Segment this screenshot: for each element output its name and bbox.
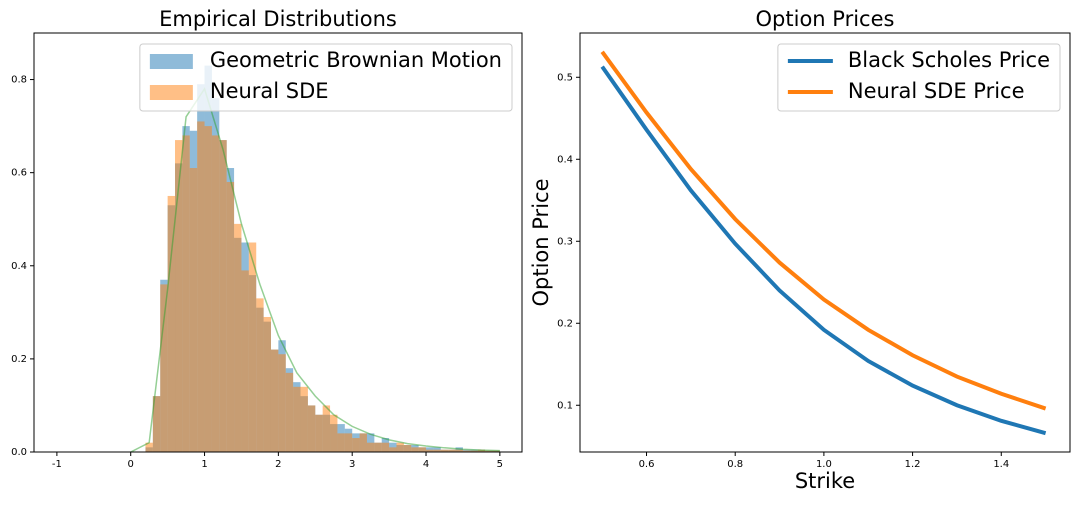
- x-tick-label: 1: [201, 459, 207, 470]
- y-tick-label: 0.3: [557, 236, 573, 247]
- plot-area: -1 0 1 2 3 4 5 0.0 0.2 0.4 0.6 0.8 Empirical Distrib…: [11, 7, 523, 470]
- histogram-bar: [167, 195, 176, 452]
- y-tick-label: 0.2: [557, 318, 573, 329]
- histogram-bar: [418, 447, 427, 452]
- legend-label: Neural SDE Price: [848, 79, 1025, 103]
- x-tick-label: 1.0: [816, 459, 832, 470]
- histogram-bar: [204, 126, 212, 452]
- histogram-bar: [182, 135, 190, 452]
- histogram-bar: [234, 223, 242, 452]
- x-tick-label: 0: [128, 459, 134, 470]
- histogram-bar: [337, 433, 345, 452]
- x-tick-label: -1: [52, 459, 62, 470]
- marks: [600, 50, 1047, 436]
- plot-area: 0.6 0.8 1.0 1.2 1.4 0.1 0.2 0.3 0.4 0.5 Option Pri…: [529, 7, 1071, 493]
- histogram-bar: [315, 414, 323, 452]
- histogram-bar: [330, 414, 338, 452]
- histogram-bar: [263, 316, 271, 452]
- chart-title: Option Prices: [756, 7, 895, 31]
- histogram-bar: [175, 140, 183, 452]
- line: [600, 65, 1047, 436]
- x-tick-label: 3: [349, 459, 355, 470]
- y-tick-label: 0.5: [557, 72, 573, 83]
- x-tick-label: 0.6: [639, 459, 655, 470]
- histogram-bar: [396, 442, 404, 452]
- histogram-bar: [152, 396, 161, 452]
- histogram-bar: [248, 242, 257, 452]
- x-tick-label: 5: [497, 459, 503, 470]
- histogram-bar: [352, 438, 360, 452]
- histogram-bar: [160, 284, 168, 452]
- y-axis-label: Option Price: [529, 179, 553, 307]
- legend: Geometric Brownian Motion Neural SDE: [139, 43, 513, 112]
- x-tick-label: 1.4: [993, 459, 1009, 470]
- histogram-bar: [448, 449, 456, 452]
- histogram-bar: [307, 405, 316, 452]
- axes-frame: [579, 32, 1071, 453]
- histogram-bar: [389, 447, 397, 452]
- y-tick-label: 0.6: [11, 168, 27, 179]
- histogram-bar: [411, 447, 419, 452]
- x-axis-label: Strike: [795, 469, 855, 493]
- histogram-bar: [485, 450, 493, 452]
- legend: Black Scholes Price Neural SDE Price: [777, 43, 1061, 112]
- histogram-bar: [211, 135, 220, 452]
- histogram-bar: [455, 449, 463, 452]
- histogram-bar: [359, 433, 367, 452]
- histogram-bar: [403, 445, 412, 452]
- histogram-bar: [440, 449, 449, 452]
- histogram-bar: [433, 449, 441, 452]
- histogram-bar: [374, 442, 382, 452]
- y-tick-label: 0.0: [11, 447, 27, 458]
- histogram-bar: [426, 449, 434, 452]
- legend-label: Geometric Brownian Motion: [210, 48, 502, 72]
- chart-title: Empirical Distributions: [159, 7, 397, 31]
- histogram-bar: [270, 349, 279, 452]
- histogram-bar: [241, 270, 249, 452]
- histogram-bar: [226, 181, 235, 452]
- histogram-bar: [492, 450, 500, 452]
- histogram-bar: [278, 354, 286, 452]
- histogram-bar: [219, 140, 227, 452]
- histogram-bar: [344, 433, 353, 452]
- histogram-bar: [285, 372, 294, 452]
- histogram-bar: [462, 450, 471, 452]
- y-tick-label: 0.8: [11, 75, 27, 86]
- histogram-bar: [145, 442, 153, 452]
- x-tick-label: 2: [275, 459, 281, 470]
- line: [600, 50, 1047, 411]
- histogram-bar: [293, 386, 301, 452]
- legend-box: [777, 43, 1061, 112]
- histogram-bar: [197, 121, 205, 452]
- y-tick-label: 0.1: [557, 400, 573, 411]
- x-tick-label: 1.2: [905, 459, 921, 470]
- histogram-bar: [366, 442, 375, 452]
- legend-label: Neural SDE: [210, 79, 329, 103]
- legend-box: [139, 43, 513, 112]
- y-tick-label: 0.4: [11, 261, 27, 272]
- histogram-bar: [256, 298, 264, 452]
- histogram-bar: [381, 442, 390, 452]
- marks: [130, 65, 500, 452]
- y-tick-label: 0.2: [11, 354, 27, 365]
- histogram-bar: [300, 386, 308, 452]
- x-tick-label: 0.8: [727, 459, 743, 470]
- legend-swatch: [149, 54, 193, 69]
- histogram-bar: [470, 450, 478, 452]
- y-tick-label: 0.4: [557, 154, 573, 165]
- x-tick-label: 4: [423, 459, 429, 470]
- legend-swatch: [149, 85, 193, 100]
- histogram-bar: [189, 168, 198, 452]
- histogram-bar: [322, 405, 331, 452]
- legend-label: Black Scholes Price: [848, 48, 1050, 72]
